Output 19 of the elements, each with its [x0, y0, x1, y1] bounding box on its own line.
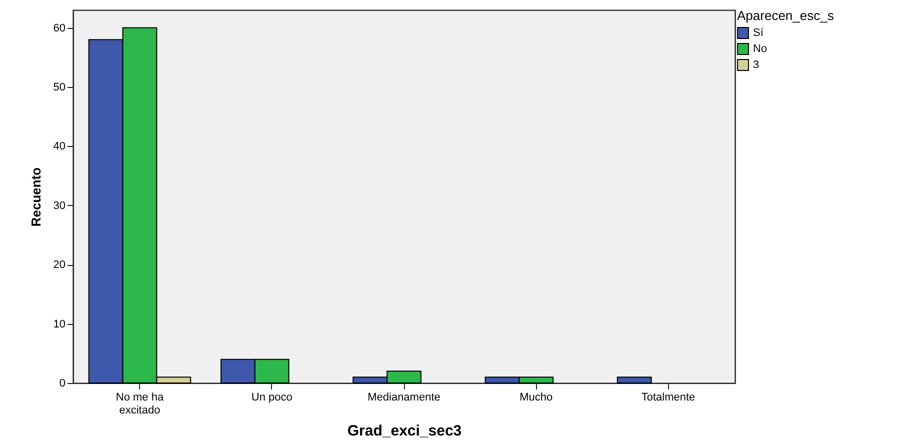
- legend-label: Sí: [753, 27, 764, 39]
- x-tick-label: Medianamente: [368, 392, 440, 404]
- legend-title: Aparecen_esc_s: [737, 8, 834, 23]
- x-tick-label: Un poco: [251, 392, 292, 404]
- y-tick-label: 10: [53, 318, 66, 330]
- bar: [616, 376, 652, 384]
- y-tick-label: 40: [53, 140, 66, 153]
- x-axis-title: Grad_exci_sec3: [347, 422, 462, 440]
- x-tick-label: Mucho: [520, 392, 553, 404]
- x-tick-label: No me ha excitado: [116, 392, 164, 416]
- x-tick-label: Totalmente: [641, 392, 696, 404]
- legend-label: No: [753, 43, 768, 55]
- legend-label: 3: [753, 59, 760, 71]
- y-axis-title: Recuento: [28, 167, 44, 227]
- y-tick-label: 0: [59, 378, 66, 390]
- y-tick-label: 50: [53, 81, 66, 94]
- y-tick-label: 30: [53, 200, 66, 212]
- y-tick-label: 60: [53, 22, 66, 34]
- y-tick-label: 20: [53, 259, 66, 272]
